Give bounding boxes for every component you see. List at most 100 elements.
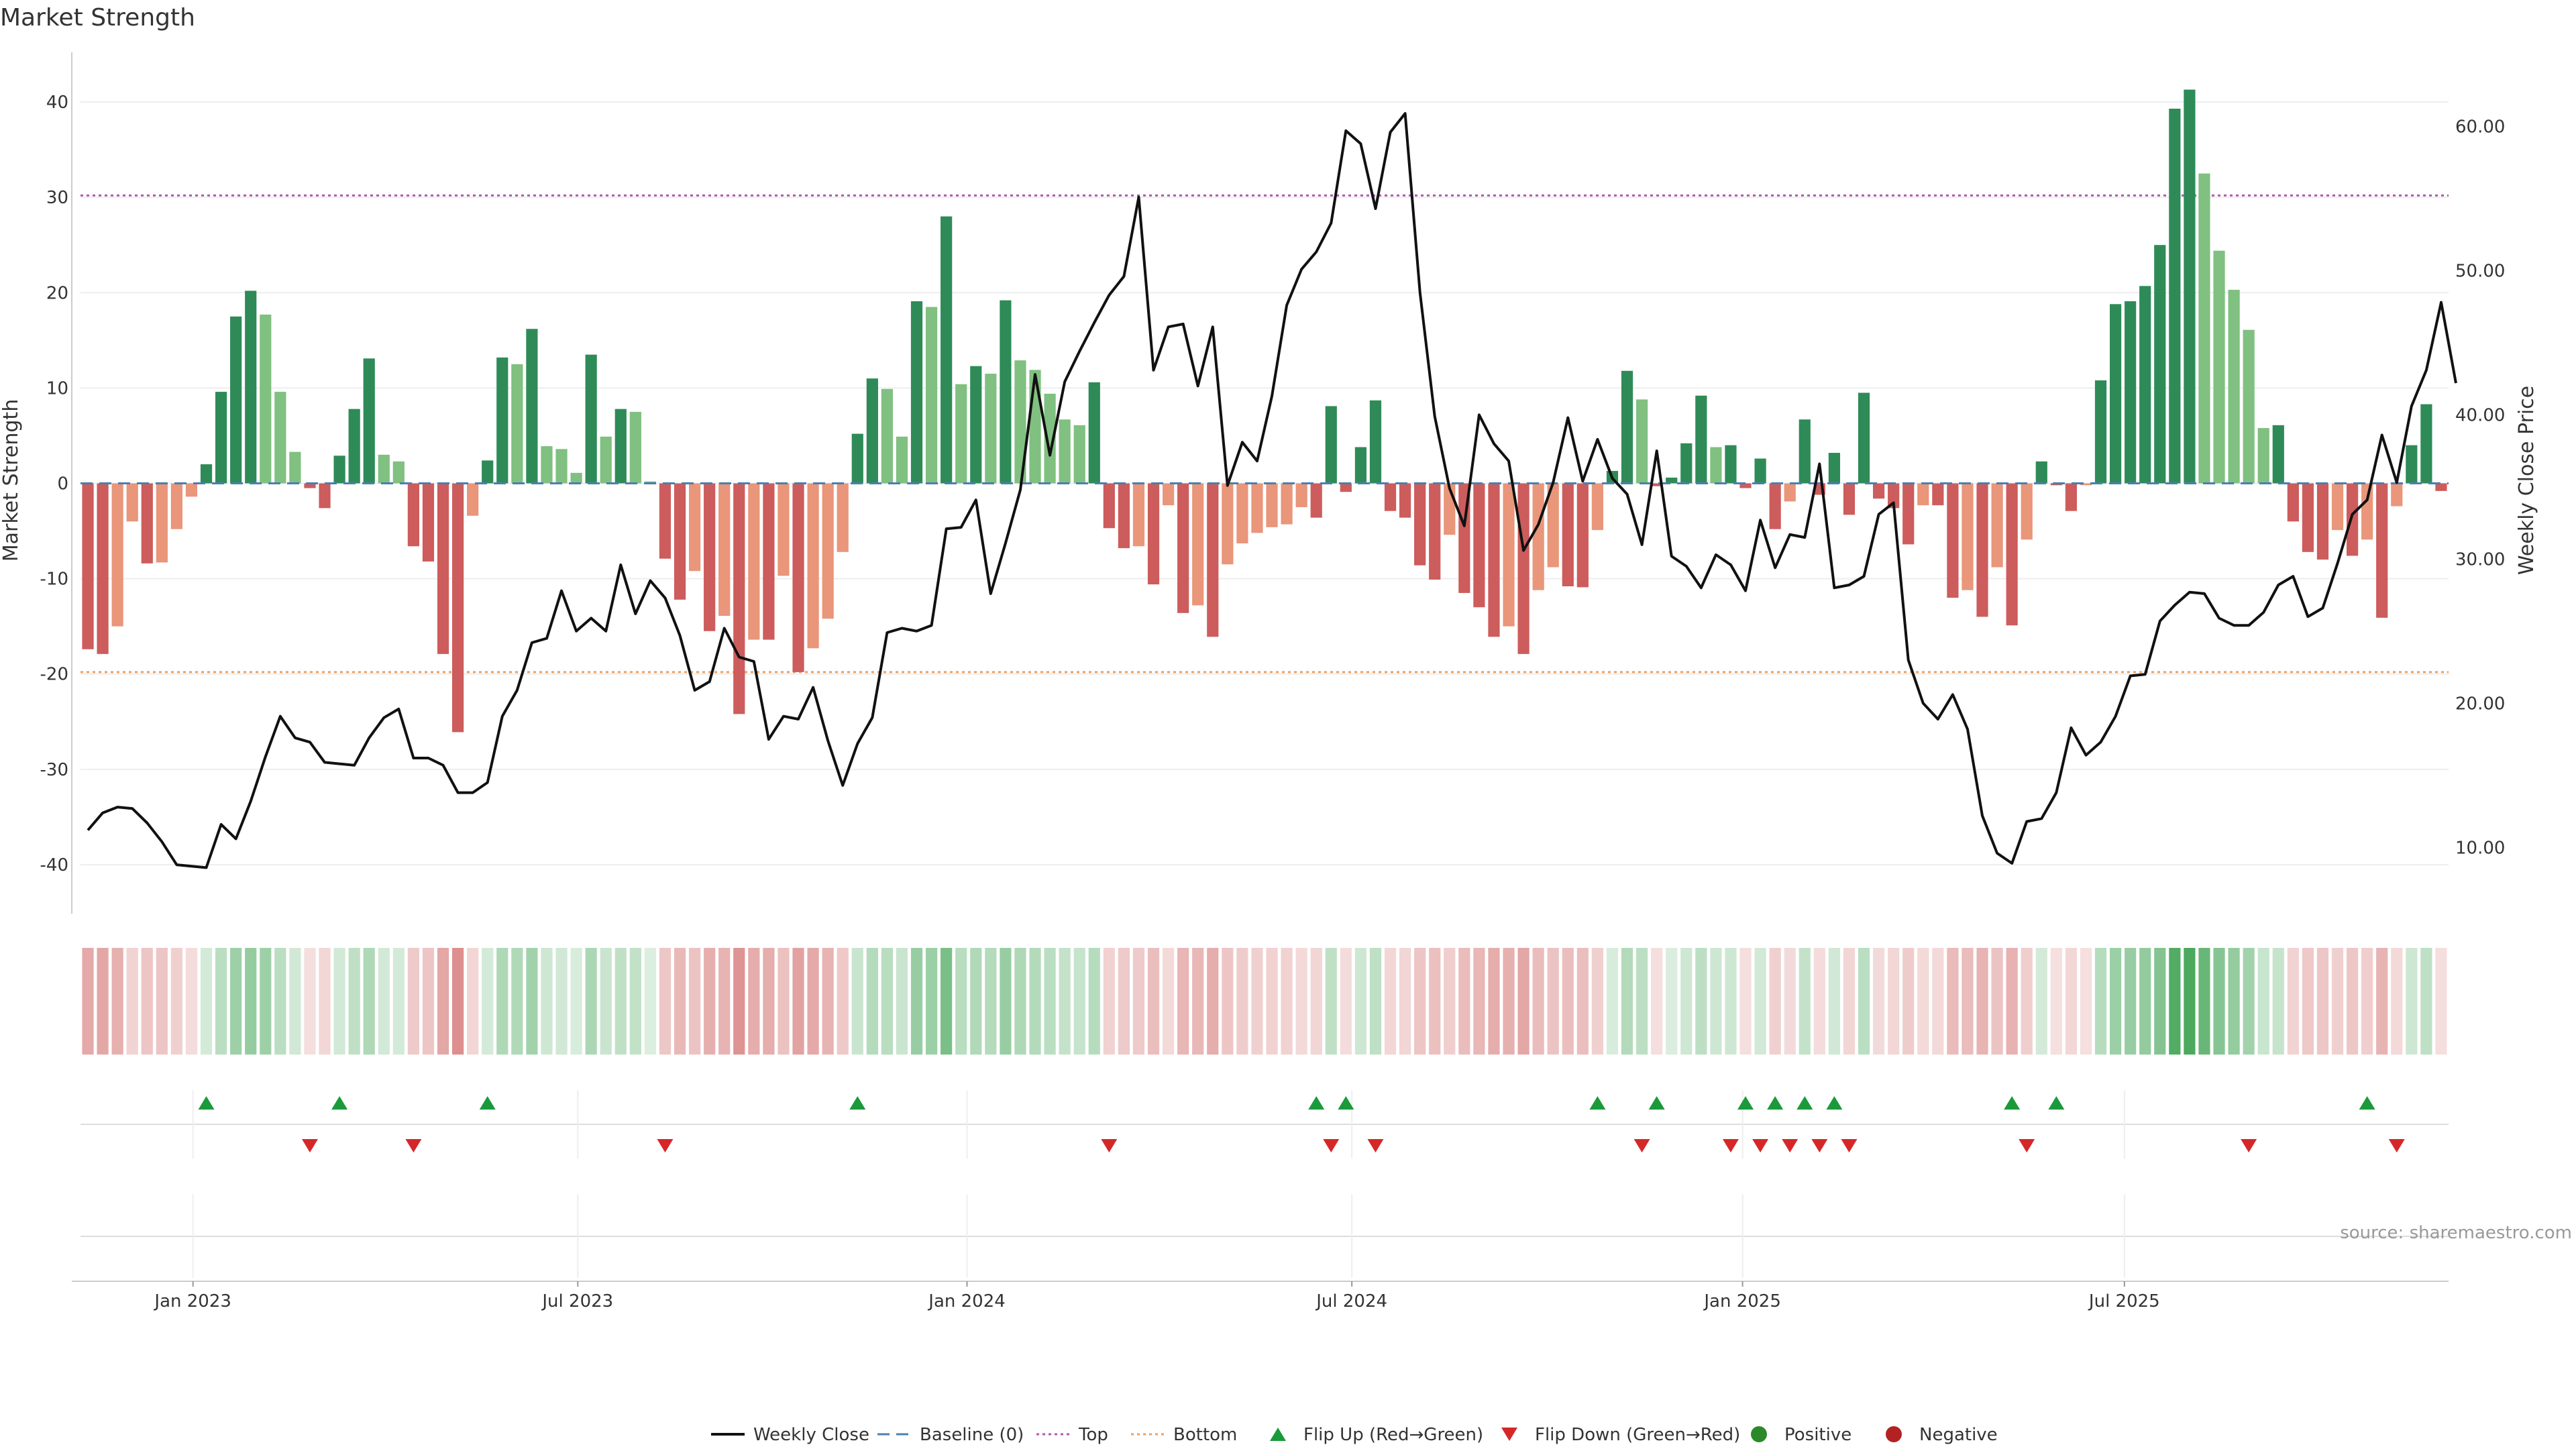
strength-strip-cell [644,948,657,1055]
strength-bar [955,384,967,484]
x-tick-label: Jan 2023 [153,1291,231,1311]
strength-bar [2006,483,2018,626]
strength-strip-cell [1429,948,1441,1055]
strength-bar [1725,445,1737,484]
strength-strip-cell [451,948,464,1055]
strength-bar [1976,483,1988,617]
strength-bar [1962,483,1974,590]
strength-bar [1384,483,1397,511]
strength-bar [733,483,745,714]
strength-bar [2346,483,2359,556]
strength-strip-cell [185,948,198,1055]
strength-bar [2331,483,2344,531]
strength-bar [896,436,908,484]
strength-strip-cell [1044,948,1056,1055]
strength-bar [2213,250,2225,484]
strength-strip-cell [1917,948,1929,1055]
strength-strip-cell [1562,948,1574,1055]
strength-bar [1295,483,1307,508]
strength-bar [777,483,790,576]
strength-strip-cell [2198,948,2210,1055]
strength-strip-cell [2213,948,2225,1055]
axes: 40 30 20 10 0 -10 -20 -30 -40 60.00 50.00 40.00 30.0… [40,52,2505,914]
strength-bar [2228,290,2240,484]
flip-down-marker [2019,1139,2035,1152]
strength-bar [260,314,272,484]
y-left-tick-label: 20 [46,283,68,303]
strength-bar [1429,483,1441,580]
flip-up-marker [1826,1096,1843,1110]
strength-bar [1118,483,1130,549]
legend-label: Positive [1784,1425,1851,1445]
strength-strip-cell [1369,948,1382,1055]
strength-bar [1162,483,1175,506]
strength-strip-cell [2287,948,2299,1055]
strength-strip-cell [2420,948,2432,1055]
strength-strip-cell [1325,948,1337,1055]
strength-strip-cell [851,948,863,1055]
weekly-close-series [87,112,2457,869]
strength-strip-cell [777,948,790,1055]
strength-strip-cell [2346,948,2359,1055]
strength-strip-cell [392,948,405,1055]
strength-bar [2316,483,2329,560]
strength-strip-cell [304,948,316,1055]
strength-strip-cell [1947,948,1959,1055]
strength-bar [1828,453,1841,484]
strength-bar [1029,370,1041,484]
strength-strip-cell [1710,948,1722,1055]
strength-bar [585,354,597,484]
strength-bar [1739,483,1752,488]
strength-strip-cell [1680,948,1693,1055]
strength-strip-cell [1962,948,1974,1055]
strength-strip-cell [2035,948,2047,1055]
strength-strip-cell [2139,948,2151,1055]
strength-bar [2080,483,2092,486]
strength-bar [2406,445,2418,484]
strength-strip-cell [1547,948,1559,1055]
strength-bar [1222,483,1234,565]
strength-strip-cell [1458,948,1470,1055]
strength-bar [2391,483,2403,506]
strength-bar [2420,404,2432,484]
strength-strip-cell [1073,948,1085,1055]
x-tick-label: Jul 2025 [2088,1291,2160,1311]
flip-down-marker [405,1139,422,1152]
strength-bar [555,449,568,484]
flip-down-marker [1841,1139,1858,1152]
strength-strip-cell [363,948,375,1055]
strength-strip-cell [541,948,553,1055]
strength-strip-cell [2331,948,2344,1055]
strength-bar [1754,458,1766,484]
y-left-tick-label: -40 [40,855,68,875]
flip-up-marker [331,1096,348,1110]
strength-bar [851,433,863,484]
flip-down-marker [1101,1139,1118,1152]
strength-bar [2065,483,2078,511]
strength-bar [392,461,405,484]
strength-bar [215,392,227,484]
strength-bar [1991,483,2003,568]
strength-strip-cell [2065,948,2078,1055]
strength-strip-cell [1828,948,1841,1055]
strength-strip-cell [2021,948,2033,1055]
strength-strip-cell [674,948,686,1055]
strength-strip-cell [2316,948,2329,1055]
strength-bar [1547,483,1559,568]
strength-bar [1414,483,1426,566]
strength-bar [1902,483,1915,545]
strength-strip-cell [2302,948,2314,1055]
legend-label: Negative [1919,1425,1998,1445]
strength-strip-cell [1103,948,1115,1055]
strength-bar [1236,483,1248,544]
strength-strip-cell [2228,948,2240,1055]
strength-bar [1888,483,1900,508]
strength-strip-cell [1295,948,1307,1055]
strength-bar [289,451,301,484]
strength-strip-cell [718,948,731,1055]
strength-bar [1073,425,1085,484]
strength-bar [718,483,731,616]
strength-bar [1666,477,1678,484]
strength-bar [1621,370,1633,484]
strength-strip-cell [2050,948,2062,1055]
